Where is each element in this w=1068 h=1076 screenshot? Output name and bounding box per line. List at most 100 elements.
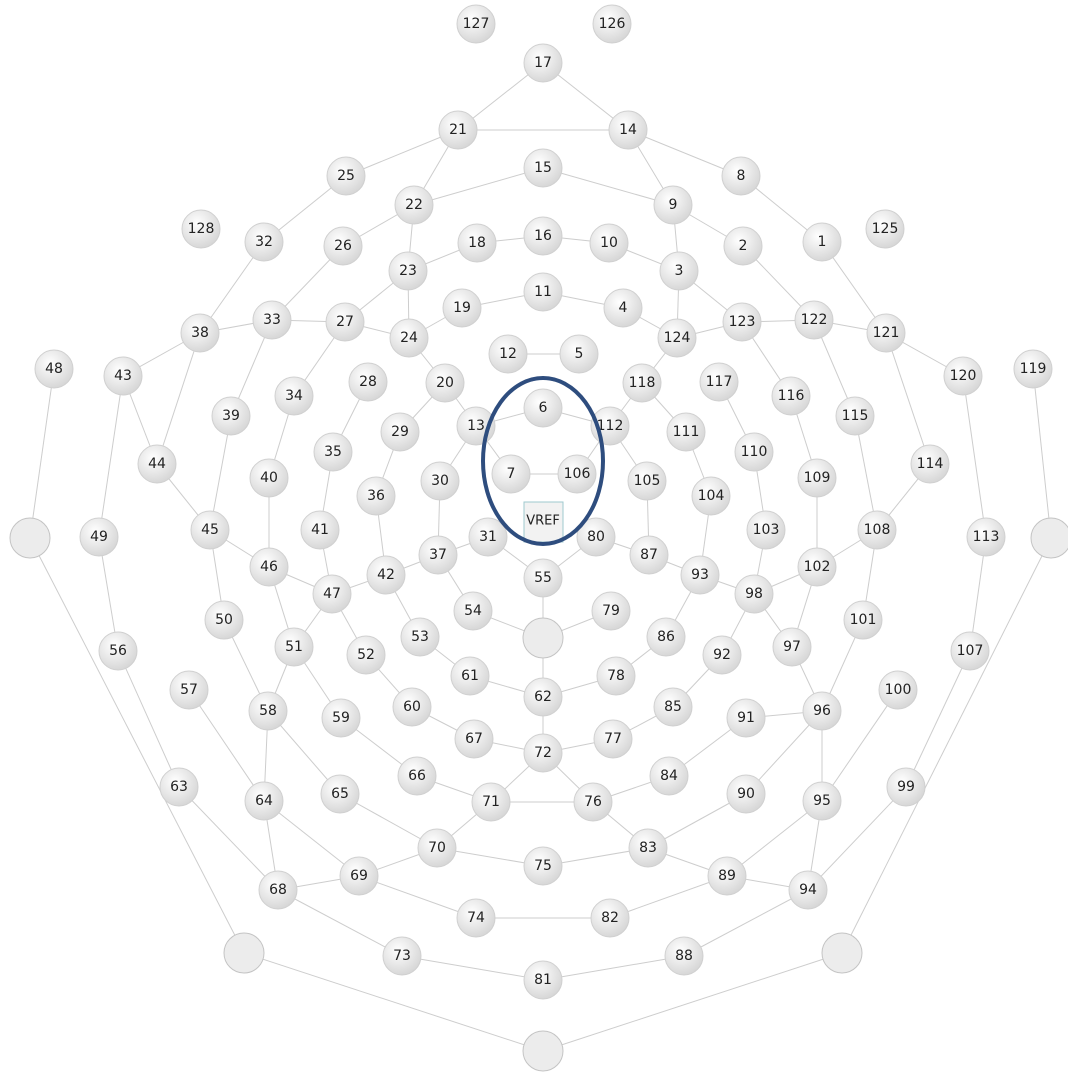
electrode-label: 73 xyxy=(393,948,411,964)
electrode xyxy=(797,458,837,498)
electrode-label: 20 xyxy=(436,375,454,391)
electrode-label: 71 xyxy=(482,794,500,810)
electrode-label: 60 xyxy=(403,699,421,715)
electrode-label: 92 xyxy=(713,647,731,663)
electrode-label: 120 xyxy=(950,368,977,384)
electrode xyxy=(576,517,616,557)
electrode-label: 127 xyxy=(463,16,490,32)
electrode-label: 2 xyxy=(739,238,748,254)
electrode-label: 46 xyxy=(260,559,278,575)
electrode-label: 41 xyxy=(311,522,329,538)
connection xyxy=(156,332,201,465)
electrode xyxy=(910,444,950,484)
electrode xyxy=(274,376,314,416)
electrode-label: 16 xyxy=(534,228,552,244)
electrode xyxy=(103,356,143,396)
electrode-label: 54 xyxy=(464,603,482,619)
electrode xyxy=(523,388,563,428)
electrode xyxy=(653,687,693,727)
electrode xyxy=(723,226,763,266)
electrode xyxy=(389,318,429,358)
electrode xyxy=(835,396,875,436)
electrode xyxy=(397,756,437,796)
electrode xyxy=(274,627,314,667)
electrode-label: 91 xyxy=(737,710,755,726)
electrode-label: 101 xyxy=(850,612,877,628)
electrode-label: 10 xyxy=(600,235,618,251)
electrode-label: 111 xyxy=(673,424,700,440)
connection xyxy=(683,889,809,957)
connection xyxy=(29,368,55,539)
electrode-label: 109 xyxy=(804,470,831,486)
electrode-label: 69 xyxy=(350,868,368,884)
electrode xyxy=(249,458,289,498)
electrode xyxy=(772,627,812,667)
electrode xyxy=(211,396,251,436)
electrode-label: 104 xyxy=(698,488,725,504)
electrode xyxy=(457,223,497,263)
electrode-label: 114 xyxy=(917,456,944,472)
connection xyxy=(726,800,823,877)
reference-label: VREF xyxy=(526,514,560,529)
electrode-label: 108 xyxy=(864,522,891,538)
electrode-label: 97 xyxy=(783,639,801,655)
electrode-label: 58 xyxy=(259,703,277,719)
electrode xyxy=(348,362,388,402)
electrode xyxy=(943,356,983,396)
electrode xyxy=(788,870,828,910)
electrode-label: 57 xyxy=(180,682,198,698)
electrode xyxy=(394,185,434,225)
electrode-label: 21 xyxy=(449,122,467,138)
electrode-label: 7 xyxy=(507,466,516,482)
electrode xyxy=(321,698,361,738)
electrode-label: 51 xyxy=(285,639,303,655)
electrode xyxy=(622,363,662,403)
electrode-label: 40 xyxy=(260,470,278,486)
electrode-label: 27 xyxy=(336,314,354,330)
electrode-label: 96 xyxy=(813,703,831,719)
electrode-label: 39 xyxy=(222,408,240,424)
electrode-label: 117 xyxy=(706,374,733,390)
electrode xyxy=(950,631,990,671)
electrode-label: 89 xyxy=(718,868,736,884)
electrode-label: 42 xyxy=(377,567,395,583)
electrode-label: 63 xyxy=(170,779,188,795)
electrode-label: 4 xyxy=(619,300,628,316)
electrode xyxy=(603,288,643,328)
electrode xyxy=(244,781,284,821)
connection xyxy=(962,375,987,538)
electrode xyxy=(388,251,428,291)
electrode xyxy=(325,302,365,342)
electrode-label: 11 xyxy=(534,284,552,300)
electrode-label: 72 xyxy=(534,745,552,761)
electrode xyxy=(726,698,766,738)
electrode xyxy=(438,110,478,150)
electrode-label: 105 xyxy=(634,473,661,489)
electrode-label: 79 xyxy=(602,603,620,619)
connection xyxy=(358,875,477,919)
electrode xyxy=(248,691,288,731)
electrode xyxy=(258,870,298,910)
electrode xyxy=(865,209,905,249)
electrode xyxy=(702,635,742,675)
electrode-label: 116 xyxy=(778,388,805,404)
unlabeled-electrode xyxy=(1030,517,1068,559)
unlabeled-electrode xyxy=(9,517,51,559)
electrode-label: 83 xyxy=(639,840,657,856)
electrode-label: 81 xyxy=(534,972,552,988)
electrode-label: 23 xyxy=(399,263,417,279)
electrode-label: 5 xyxy=(575,346,584,362)
electrode xyxy=(722,302,762,342)
electrode xyxy=(593,719,633,759)
electrode xyxy=(137,444,177,484)
connection xyxy=(609,875,728,919)
electrode-label: 110 xyxy=(741,444,768,460)
electrode xyxy=(456,898,496,938)
electrode-label: 122 xyxy=(801,312,828,328)
electrode xyxy=(523,960,563,1000)
electrode-label: 6 xyxy=(539,400,548,416)
electrode-label: 86 xyxy=(657,629,675,645)
connection xyxy=(905,650,971,788)
electrode xyxy=(392,687,432,727)
electrode-label: 32 xyxy=(255,234,273,250)
